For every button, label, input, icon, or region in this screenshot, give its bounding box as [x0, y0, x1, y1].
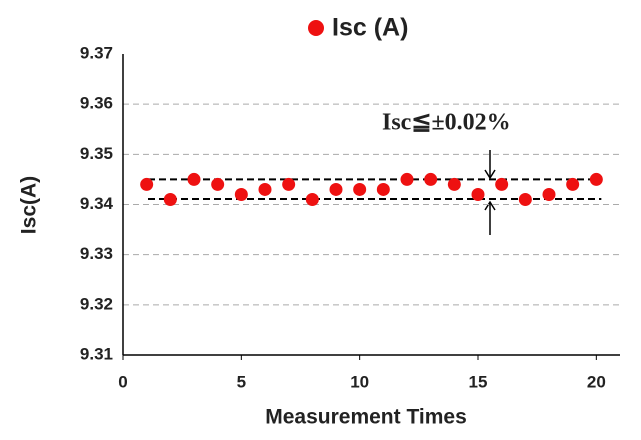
point [163, 192, 177, 206]
point [518, 192, 532, 206]
point [589, 172, 603, 186]
arrows [484, 150, 496, 235]
y-tick-label: 9.32 [80, 294, 113, 313]
point [471, 187, 485, 201]
point [447, 177, 461, 191]
point [424, 172, 438, 186]
point [400, 172, 414, 186]
legend-marker [308, 20, 324, 36]
point [353, 182, 367, 196]
point [495, 177, 509, 191]
point [566, 177, 580, 191]
legend-label: Isc (A) [332, 14, 408, 42]
y-tick-label: 9.31 [80, 344, 113, 363]
x-tick-label: 5 [237, 372, 246, 391]
annotation: Isc≦±0.02% [382, 110, 511, 136]
x-tick-label: 15 [469, 372, 488, 391]
y-tick-label: 9.37 [80, 43, 113, 62]
point [211, 177, 225, 191]
point [542, 187, 556, 201]
point [187, 172, 201, 186]
x-tick-label: 10 [350, 372, 369, 391]
point [376, 182, 390, 196]
y-tick-label: 9.34 [80, 194, 114, 213]
y-tick-label: 9.36 [80, 94, 113, 113]
point [258, 182, 272, 196]
point [329, 182, 343, 196]
x-tick-label: 0 [118, 372, 127, 391]
y-tick-label: 9.35 [80, 144, 113, 163]
y-axis-label: Isc(A) [18, 176, 41, 234]
y-tick-label: 9.33 [80, 244, 113, 263]
x-axis-label: Measurement Times [265, 406, 467, 429]
point [305, 192, 319, 206]
x-tick-label: 20 [587, 372, 606, 391]
point [140, 177, 154, 191]
point [234, 187, 248, 201]
point [282, 177, 296, 191]
